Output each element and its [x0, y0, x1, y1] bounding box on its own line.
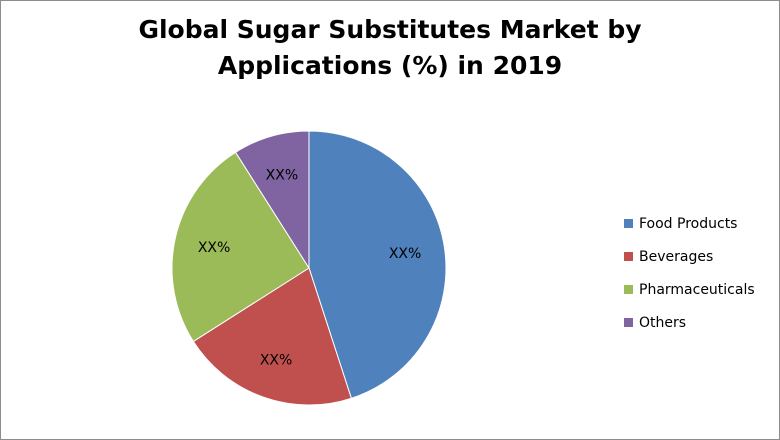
legend-label-beverages: Beverages: [639, 248, 714, 265]
legend-swatch-food-products: [624, 219, 633, 228]
legend-item-pharmaceuticals: Pharmaceuticals: [624, 273, 755, 306]
pie-slice-food-products: [308, 130, 447, 399]
legend-swatch-others: [624, 318, 633, 327]
legend-label-food-products: Food Products: [639, 215, 738, 232]
chart-title-line-1: Global Sugar Substitutes Market by: [138, 15, 642, 44]
chart-title-line-2: Applications (%) in 2019: [217, 51, 563, 80]
pie-slice-beverages: [192, 267, 352, 406]
chart-title: Global Sugar Substitutes Market by Appli…: [0, 12, 780, 84]
legend-swatch-pharmaceuticals: [624, 285, 633, 294]
pie-slice-pharmaceuticals: [171, 151, 310, 343]
legend-swatch-beverages: [624, 252, 633, 261]
chart-legend: Food Products Beverages Pharmaceuticals …: [624, 207, 755, 339]
legend-item-food-products: Food Products: [624, 207, 755, 240]
pie-data-label-others: XX%: [266, 168, 298, 184]
pie-slice-others: [234, 130, 310, 270]
pie-data-label-food-products: XX%: [389, 246, 421, 262]
pie-data-label-beverages: XX%: [260, 353, 292, 369]
legend-item-beverages: Beverages: [624, 240, 755, 273]
pie-data-label-pharmaceuticals: XX%: [198, 240, 230, 256]
legend-label-pharmaceuticals: Pharmaceuticals: [639, 281, 755, 298]
legend-item-others: Others: [624, 306, 755, 339]
legend-label-others: Others: [639, 314, 687, 331]
